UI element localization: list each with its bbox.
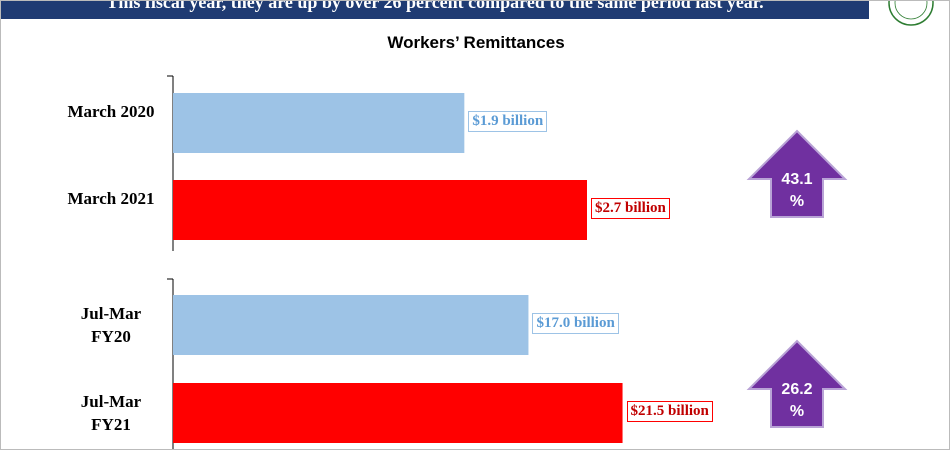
change-arrow bbox=[746, 339, 848, 428]
chart-title: Workers’ Remittances bbox=[387, 33, 565, 52]
value-label: $1.9 billion bbox=[468, 111, 548, 132]
change-arrow bbox=[746, 129, 848, 218]
header-banner: This fiscal year, they are up by over 26… bbox=[1, 1, 869, 19]
category-label: March 2021 bbox=[67, 189, 155, 208]
change-label: 43.1 % bbox=[781, 171, 813, 210]
value-label: $17.0 billion bbox=[532, 313, 619, 334]
change-label: 26.2 % bbox=[781, 381, 813, 420]
logo bbox=[888, 1, 934, 26]
bar bbox=[173, 180, 587, 240]
header-text: This fiscal year, they are up by over 26… bbox=[106, 1, 764, 12]
bar bbox=[173, 295, 529, 355]
category-label: Jul-Mar FY20 bbox=[80, 304, 142, 346]
category-label: Jul-Mar FY21 bbox=[80, 392, 142, 434]
bar bbox=[173, 93, 465, 153]
category-label: March 2020 bbox=[67, 102, 155, 121]
bar bbox=[173, 383, 623, 443]
value-label: $2.7 billion bbox=[591, 198, 670, 219]
value-label: $21.5 billion bbox=[626, 401, 713, 422]
